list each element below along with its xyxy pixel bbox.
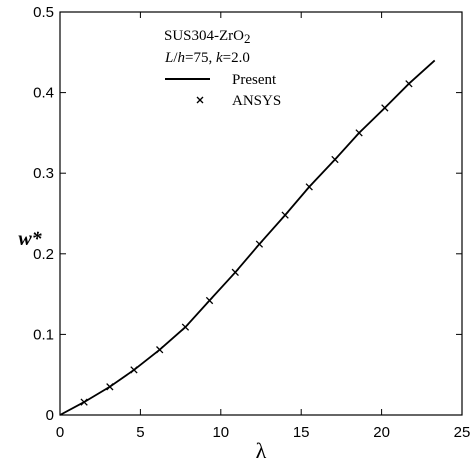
legend-label-present: Present	[232, 72, 277, 88]
y-tick-label: 0.5	[33, 4, 54, 21]
ansys-marker	[181, 323, 190, 331]
ansys-marker	[231, 268, 239, 276]
ansys-marker	[255, 240, 264, 248]
ansys-marker	[130, 366, 138, 374]
series-markers-ansys	[80, 80, 413, 406]
y-tick-label: 0.4	[33, 85, 54, 102]
ansys-marker	[331, 155, 339, 164]
legend: Present ANSYS	[165, 72, 281, 109]
ansys-marker	[305, 183, 313, 191]
ansys-marker	[355, 129, 363, 137]
ansys-marker	[80, 398, 88, 406]
y-tick-label: 0.2	[33, 246, 54, 263]
x-tick-label: 0	[56, 424, 64, 441]
plot-frame	[59, 11, 463, 416]
x-tick-label: 15	[293, 424, 310, 441]
x-axis-label: λ	[256, 438, 267, 463]
legend-marker-swatch	[196, 96, 204, 104]
axis-tick-labels: 0 5 10 15 20 25 0 0.1 0.2 0.3 0.4 0.5	[33, 4, 470, 441]
ansys-marker	[281, 211, 289, 219]
x-tick-label: 20	[373, 424, 390, 441]
y-axis-label: w*	[18, 228, 42, 250]
ansys-marker	[405, 80, 413, 88]
ansys-marker	[205, 296, 214, 305]
ansys-marker	[156, 346, 164, 354]
x-tick-label: 25	[454, 424, 471, 441]
x-tick-label: 10	[212, 424, 229, 441]
y-tick-label: 0.3	[33, 165, 54, 182]
ansys-marker	[106, 383, 114, 391]
y-tick-label: 0.1	[33, 326, 54, 343]
annotation: SUS304-ZrO2 L/h=75, k=2.0	[164, 28, 251, 66]
ansys-marker	[381, 104, 389, 112]
y-tick-label: 0	[46, 407, 54, 424]
x-tick-label: 5	[136, 424, 144, 441]
params-label: L/h=75, k=2.0	[164, 50, 250, 66]
series-line-present	[59, 59, 436, 416]
material-label: SUS304-ZrO2	[164, 28, 251, 46]
legend-label-ansys: ANSYS	[232, 93, 281, 109]
